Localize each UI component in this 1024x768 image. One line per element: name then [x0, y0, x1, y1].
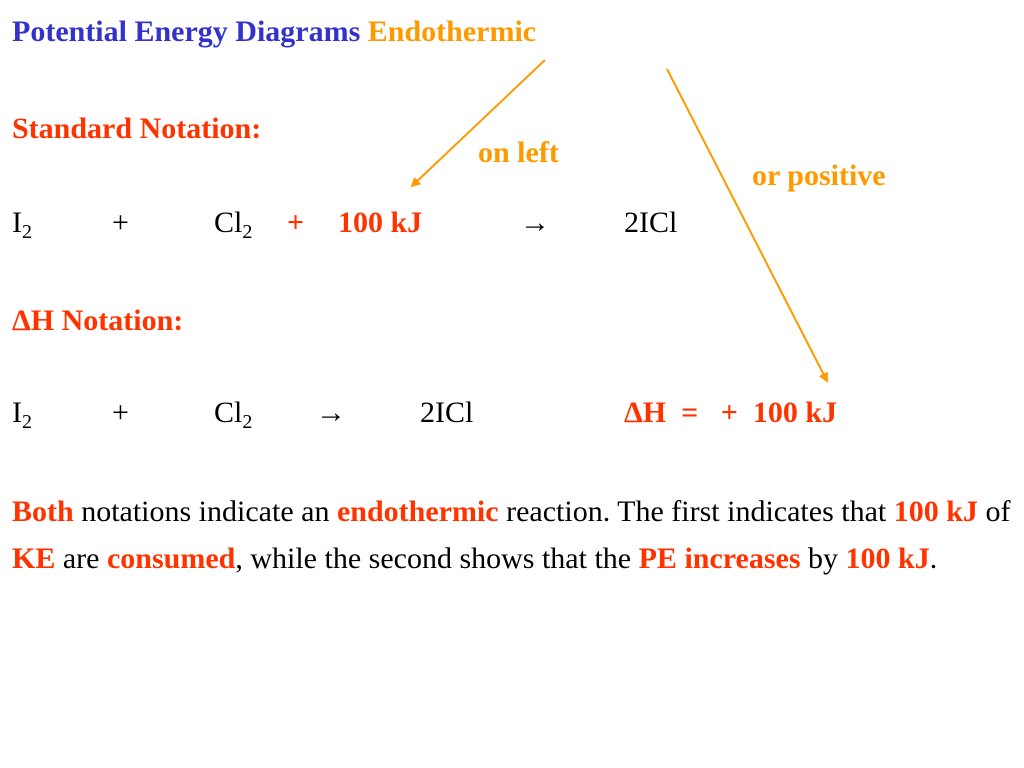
standard-notation-heading: Standard Notation:: [12, 112, 262, 145]
para-text-7: .: [929, 542, 938, 575]
std-product-2icl: 2ICl: [624, 206, 678, 239]
dh-plus-sign: +: [112, 396, 129, 429]
annotation-on-left: on left: [478, 136, 559, 169]
title-highlight: Endothermic: [367, 15, 537, 48]
para-text-4: are: [55, 542, 107, 575]
arrow-to-left-icon: [410, 59, 546, 188]
dh-reaction-arrow: →: [316, 396, 346, 429]
para-pe-increases: PE increases: [638, 542, 801, 575]
std-energy-plus: +: [287, 206, 305, 239]
std-plus-sign: +: [112, 206, 129, 239]
para-text-3: of: [977, 495, 1011, 528]
delta-h-notation-heading: ΔH Notation:: [12, 304, 184, 337]
dh-reactant-i2: I2: [12, 396, 32, 433]
dh-product-2icl: 2ICl: [420, 396, 474, 429]
para-endothermic: endothermic: [336, 495, 499, 528]
std-reactant-cl2: Cl2: [214, 206, 253, 243]
para-text-2: reaction. The first indicates that: [498, 495, 894, 528]
dh-reactant-cl2: Cl2: [214, 396, 253, 433]
std-reaction-arrow: →: [520, 206, 550, 239]
para-both: Both: [12, 495, 74, 528]
std-energy-value: 100 kJ: [338, 206, 423, 239]
para-ke: KE: [12, 542, 56, 575]
para-text-1: notations indicate an: [73, 495, 337, 528]
title-main: Potential Energy Diagrams: [12, 15, 361, 48]
para-consumed: consumed: [106, 542, 236, 575]
para-100kj-1: 100 kJ: [893, 495, 978, 528]
slide-title: Potential Energy Diagrams Endothermic: [12, 17, 536, 47]
explanation-paragraph: Both notations indicate an endothermic r…: [12, 488, 1012, 582]
annotation-or-positive: or positive: [752, 159, 886, 192]
para-100kj-2: 100 kJ: [845, 542, 930, 575]
para-text-6: by: [800, 542, 846, 575]
std-reactant-i2: I2: [12, 206, 32, 243]
dh-enthalpy-value: ΔH = + 100 kJ: [624, 396, 838, 429]
para-text-5: , while the second shows that the: [235, 542, 639, 575]
arrow-to-positive-icon: [666, 68, 828, 383]
